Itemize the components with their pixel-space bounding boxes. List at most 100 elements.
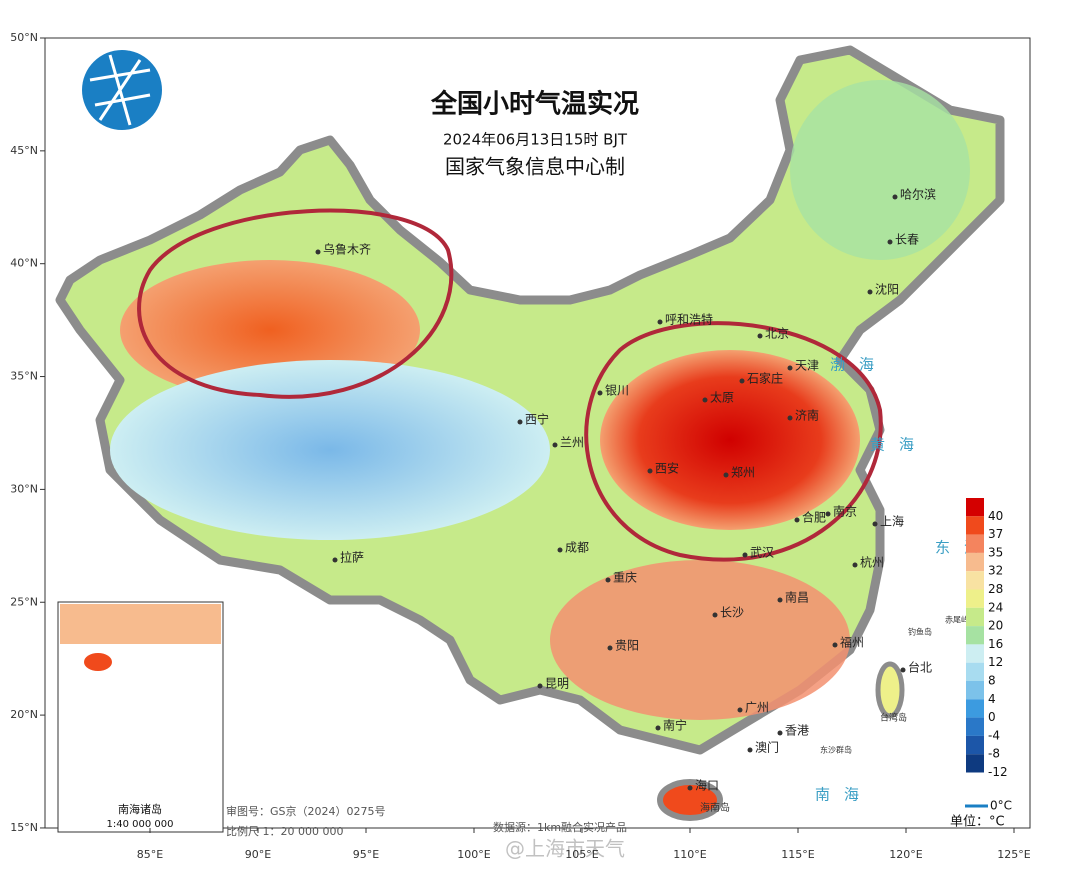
city-marker (892, 194, 898, 200)
island-label: 台湾岛 (880, 712, 907, 724)
sea-label: 黄海 (870, 436, 928, 454)
island-label: 海南岛 (700, 801, 730, 814)
mild-region (790, 80, 970, 260)
lon-label: 95°E (353, 848, 379, 861)
sea-label: 东海 (935, 539, 993, 557)
taiwan (875, 661, 905, 719)
city-label: 重庆 (613, 571, 637, 585)
city-label: 哈尔滨 (900, 187, 936, 202)
legend-label: 40 (988, 509, 1003, 523)
legend-label: 16 (988, 637, 1003, 651)
legend-label: 35 (988, 545, 1003, 559)
city-label: 成都 (565, 541, 589, 555)
inset-land (60, 604, 221, 644)
inset-hainan (84, 653, 112, 671)
lon-label: 120°E (889, 848, 922, 861)
logo-globe (82, 50, 162, 130)
city-marker (825, 511, 831, 517)
legend-swatch (966, 735, 984, 755)
city-marker (605, 577, 611, 583)
city-label: 上海 (880, 514, 904, 529)
city-label: 长春 (895, 233, 919, 247)
lat-label: 40°N (10, 257, 38, 270)
city-marker (887, 239, 893, 245)
legend-swatch (966, 644, 984, 663)
legend-swatch (966, 607, 984, 627)
city-label: 香港 (785, 724, 809, 738)
legend-label: 8 (988, 674, 996, 688)
city-label: 南京 (833, 504, 857, 519)
island-label: 钓鱼岛 (908, 627, 932, 637)
city-marker (739, 378, 745, 384)
lat-label: 15°N (10, 821, 38, 834)
city-label: 北京 (765, 327, 789, 341)
city-marker (332, 557, 338, 563)
city-marker (557, 547, 563, 553)
city-marker (655, 725, 661, 731)
city-label: 沈阳 (875, 282, 899, 297)
city-label: 天津 (795, 359, 819, 373)
legend-label: 4 (988, 692, 996, 706)
hand-circle (584, 321, 883, 562)
lat-label: 50°N (10, 31, 38, 44)
legend-swatch (966, 571, 984, 590)
legend-label: -12 (988, 765, 1008, 779)
city-marker (712, 612, 718, 618)
city-label: 石家庄 (747, 371, 783, 386)
legend-swatch (966, 589, 984, 608)
city-label: 武汉 (750, 546, 774, 560)
city-marker (517, 419, 523, 425)
legend-label: 24 (988, 600, 1003, 614)
city-label: 杭州 (860, 555, 884, 570)
city-label: 昆明 (545, 677, 569, 691)
lat-label: 45°N (10, 144, 38, 157)
city-label: 银川 (605, 384, 629, 398)
legend-label: 37 (988, 527, 1003, 541)
review-number: 审图号：GS京（2024）0275号 (226, 804, 386, 818)
scale: 比例尺 1：20 000 000 (226, 824, 343, 838)
city-label: 西安 (655, 461, 679, 476)
legend-label: 28 (988, 582, 1003, 596)
city-label: 海口 (695, 778, 719, 793)
city-marker (777, 597, 783, 603)
subtitle: 2024年06月13日15时 BJT (443, 131, 628, 149)
legend-swatch (966, 662, 984, 681)
legend-label: -4 (988, 728, 1000, 742)
city-label: 济南 (795, 408, 819, 423)
island-label: 东沙群岛 (820, 745, 852, 755)
lon-label: 105°E (565, 848, 598, 861)
sea-label: 渤海 (830, 356, 888, 374)
legend-swatch (966, 498, 984, 517)
lon-label: 110°E (673, 848, 706, 861)
city-marker (702, 397, 708, 403)
city-marker (787, 365, 793, 371)
watermark: @上海市天气 (505, 837, 625, 861)
inset-scale: 1:40 000 000 (107, 819, 174, 830)
lat-label: 30°N (10, 482, 38, 495)
legend-swatch (966, 534, 984, 553)
city-marker (852, 562, 858, 568)
city-label: 澳门 (755, 740, 779, 755)
hand-circle (137, 208, 454, 399)
producer: 国家气象信息中心制 (445, 155, 625, 179)
logo (82, 50, 162, 130)
city-marker (777, 730, 783, 736)
legend-swatch (966, 754, 984, 773)
city-marker (900, 667, 906, 673)
city-label: 拉萨 (340, 550, 364, 565)
legend-swatch (966, 626, 984, 645)
city-marker (597, 390, 603, 396)
lon-label: 125°E (997, 848, 1030, 861)
city-marker (747, 747, 753, 753)
city-marker (552, 442, 558, 448)
lat-label: 35°N (10, 370, 38, 383)
hot-region (600, 350, 860, 530)
legend-label: 32 (988, 564, 1003, 578)
unit: 单位：°C (950, 815, 1005, 830)
cool-region (110, 360, 550, 540)
legend-swatch (966, 717, 984, 736)
city-marker (537, 683, 543, 689)
legend-label: -8 (988, 747, 1000, 761)
hainan (657, 779, 723, 821)
city-label: 乌鲁木齐 (323, 242, 371, 257)
